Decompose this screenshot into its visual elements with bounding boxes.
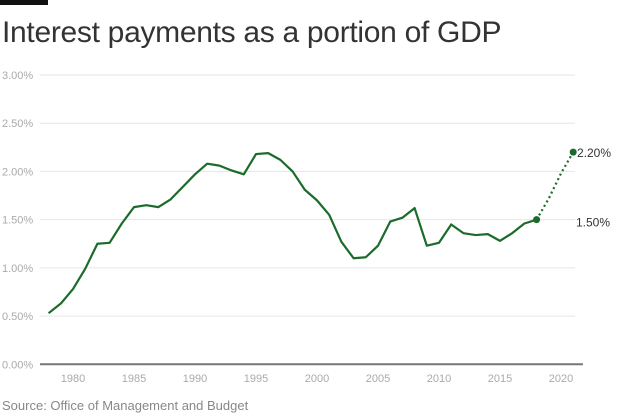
- annotation-marker: [533, 216, 541, 224]
- brand-bar: [0, 0, 48, 5]
- x-tick-label: 2020: [549, 373, 573, 385]
- x-tick-label: 2015: [488, 373, 512, 385]
- x-tick-label: 1990: [183, 373, 207, 385]
- x-tick-label: 2010: [427, 373, 451, 385]
- chart-title: Interest payments as a portion of GDP: [2, 16, 502, 49]
- annotation-label: 2.20%: [577, 146, 611, 160]
- annotation-marker: [569, 148, 577, 156]
- projection-line: [535, 151, 575, 221]
- y-tick-label: 1.00%: [2, 263, 33, 275]
- y-tick-label: 0.50%: [2, 311, 33, 323]
- source-note: Source: Office of Management and Budget: [2, 398, 249, 413]
- y-tick-label: 0.00%: [2, 359, 33, 371]
- x-tick-label: 2005: [366, 373, 390, 385]
- y-tick-label: 3.00%: [2, 70, 33, 82]
- x-tick-label: 2000: [305, 373, 329, 385]
- y-tick-label: 2.00%: [2, 166, 33, 178]
- y-tick-label: 2.50%: [2, 118, 33, 130]
- y-tick-label: 1.50%: [2, 215, 33, 227]
- historical-line: [47, 152, 537, 315]
- x-tick-label: 1980: [61, 373, 85, 385]
- x-tick-label: 1985: [122, 373, 146, 385]
- x-tick-label: 1995: [244, 373, 268, 385]
- annotation-label: 1.50%: [576, 216, 610, 230]
